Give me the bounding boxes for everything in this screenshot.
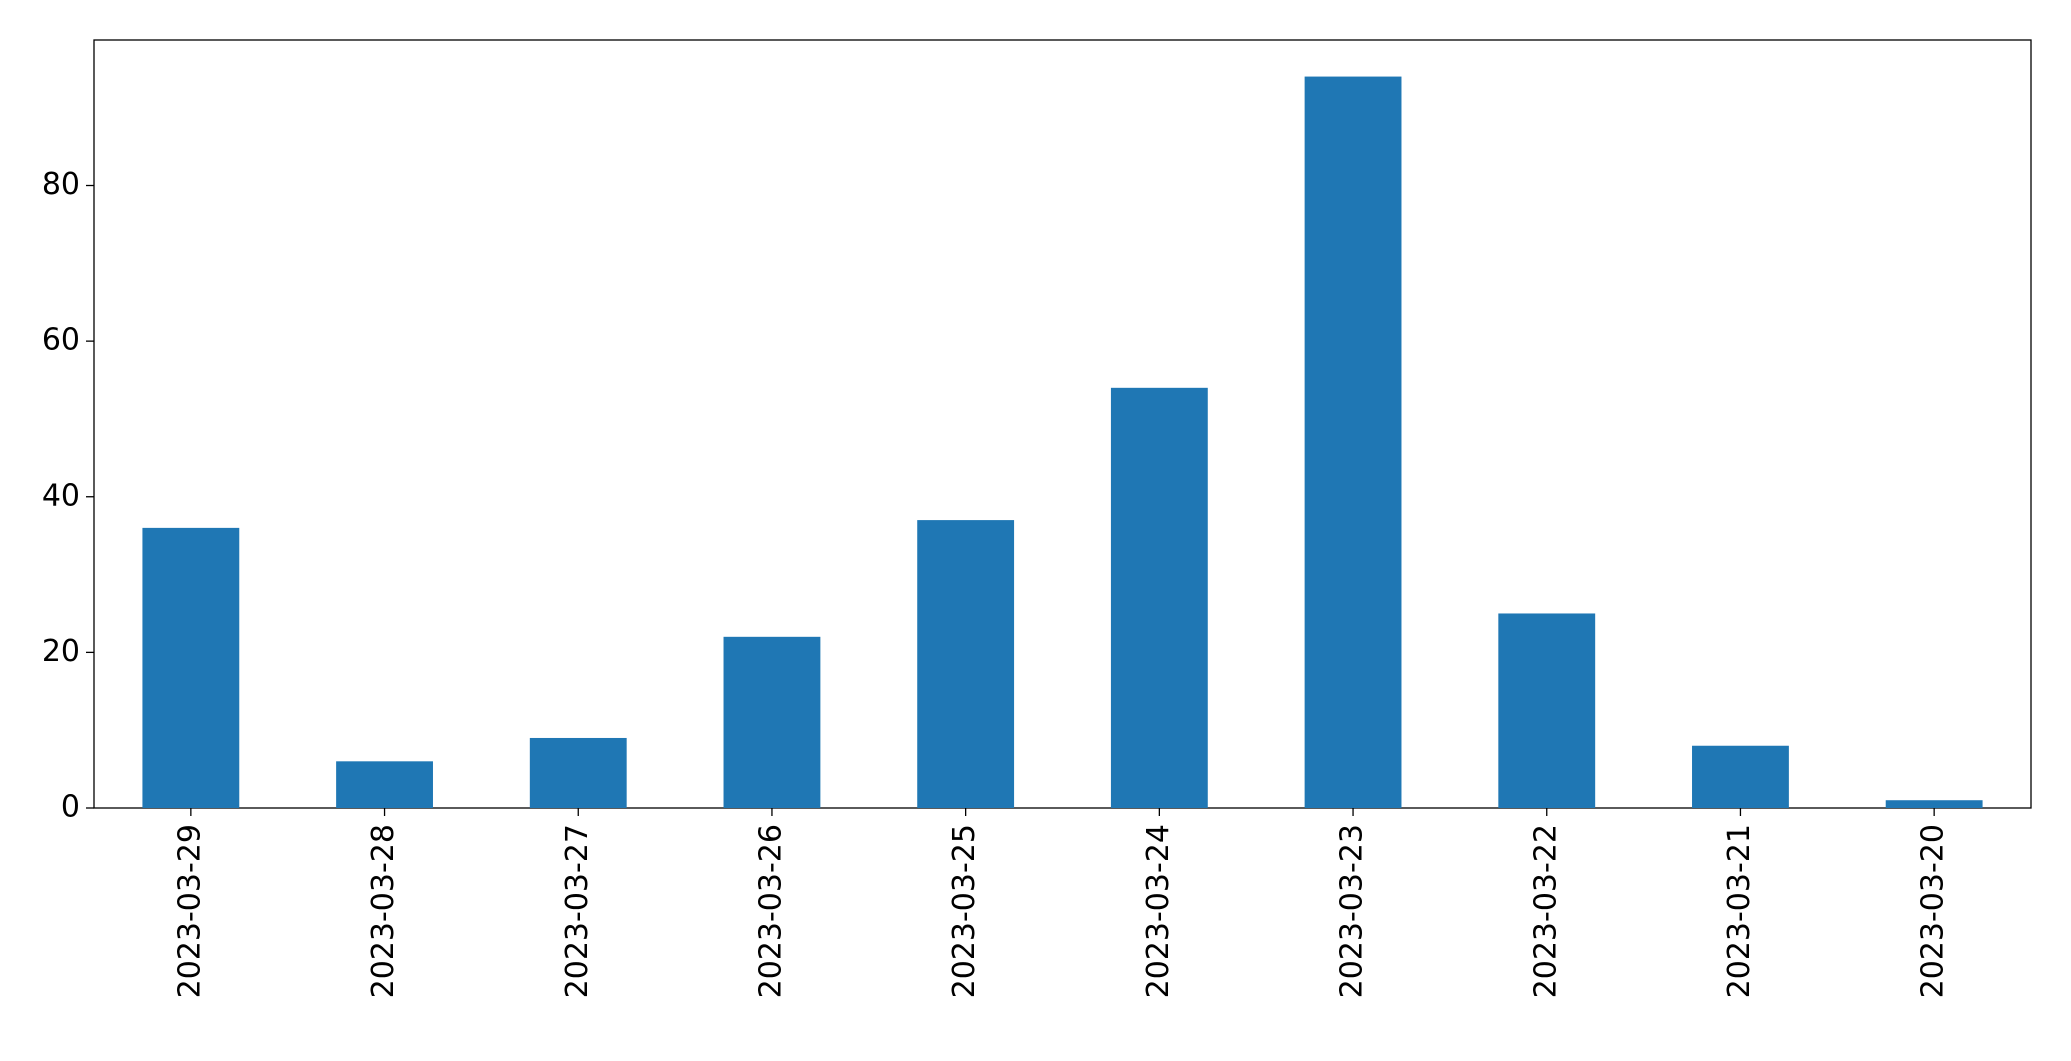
y-tick-label: 80 xyxy=(42,167,80,202)
x-tick-label: 2023-03-24 xyxy=(1141,824,1176,998)
x-tick-label: 2023-03-28 xyxy=(366,824,401,998)
bar xyxy=(723,636,821,808)
x-tick-label: 2023-03-20 xyxy=(1916,824,1951,998)
x-tick-label: 2023-03-21 xyxy=(1722,824,1757,998)
y-tick-label: 40 xyxy=(42,478,80,513)
bar xyxy=(1692,745,1789,808)
x-tick-label: 2023-03-23 xyxy=(1335,824,1370,998)
x-tick-label: 2023-03-27 xyxy=(560,824,595,998)
bar xyxy=(529,737,627,808)
bar xyxy=(1110,387,1208,808)
x-tick-label: 2023-03-22 xyxy=(1528,824,1563,998)
bar xyxy=(142,527,240,808)
plot-frame xyxy=(93,39,2032,809)
y-tick-label: 0 xyxy=(61,790,80,825)
bar xyxy=(1885,800,1983,808)
bar xyxy=(917,520,1015,808)
x-tick-label: 2023-03-29 xyxy=(172,824,207,998)
x-tick-label: 2023-03-26 xyxy=(753,824,788,998)
y-tick-label: 60 xyxy=(42,323,80,358)
bar xyxy=(1304,76,1402,809)
bar xyxy=(1498,613,1596,808)
bar xyxy=(336,761,433,808)
y-tick-label: 20 xyxy=(42,634,80,669)
x-tick-label: 2023-03-25 xyxy=(947,824,982,998)
